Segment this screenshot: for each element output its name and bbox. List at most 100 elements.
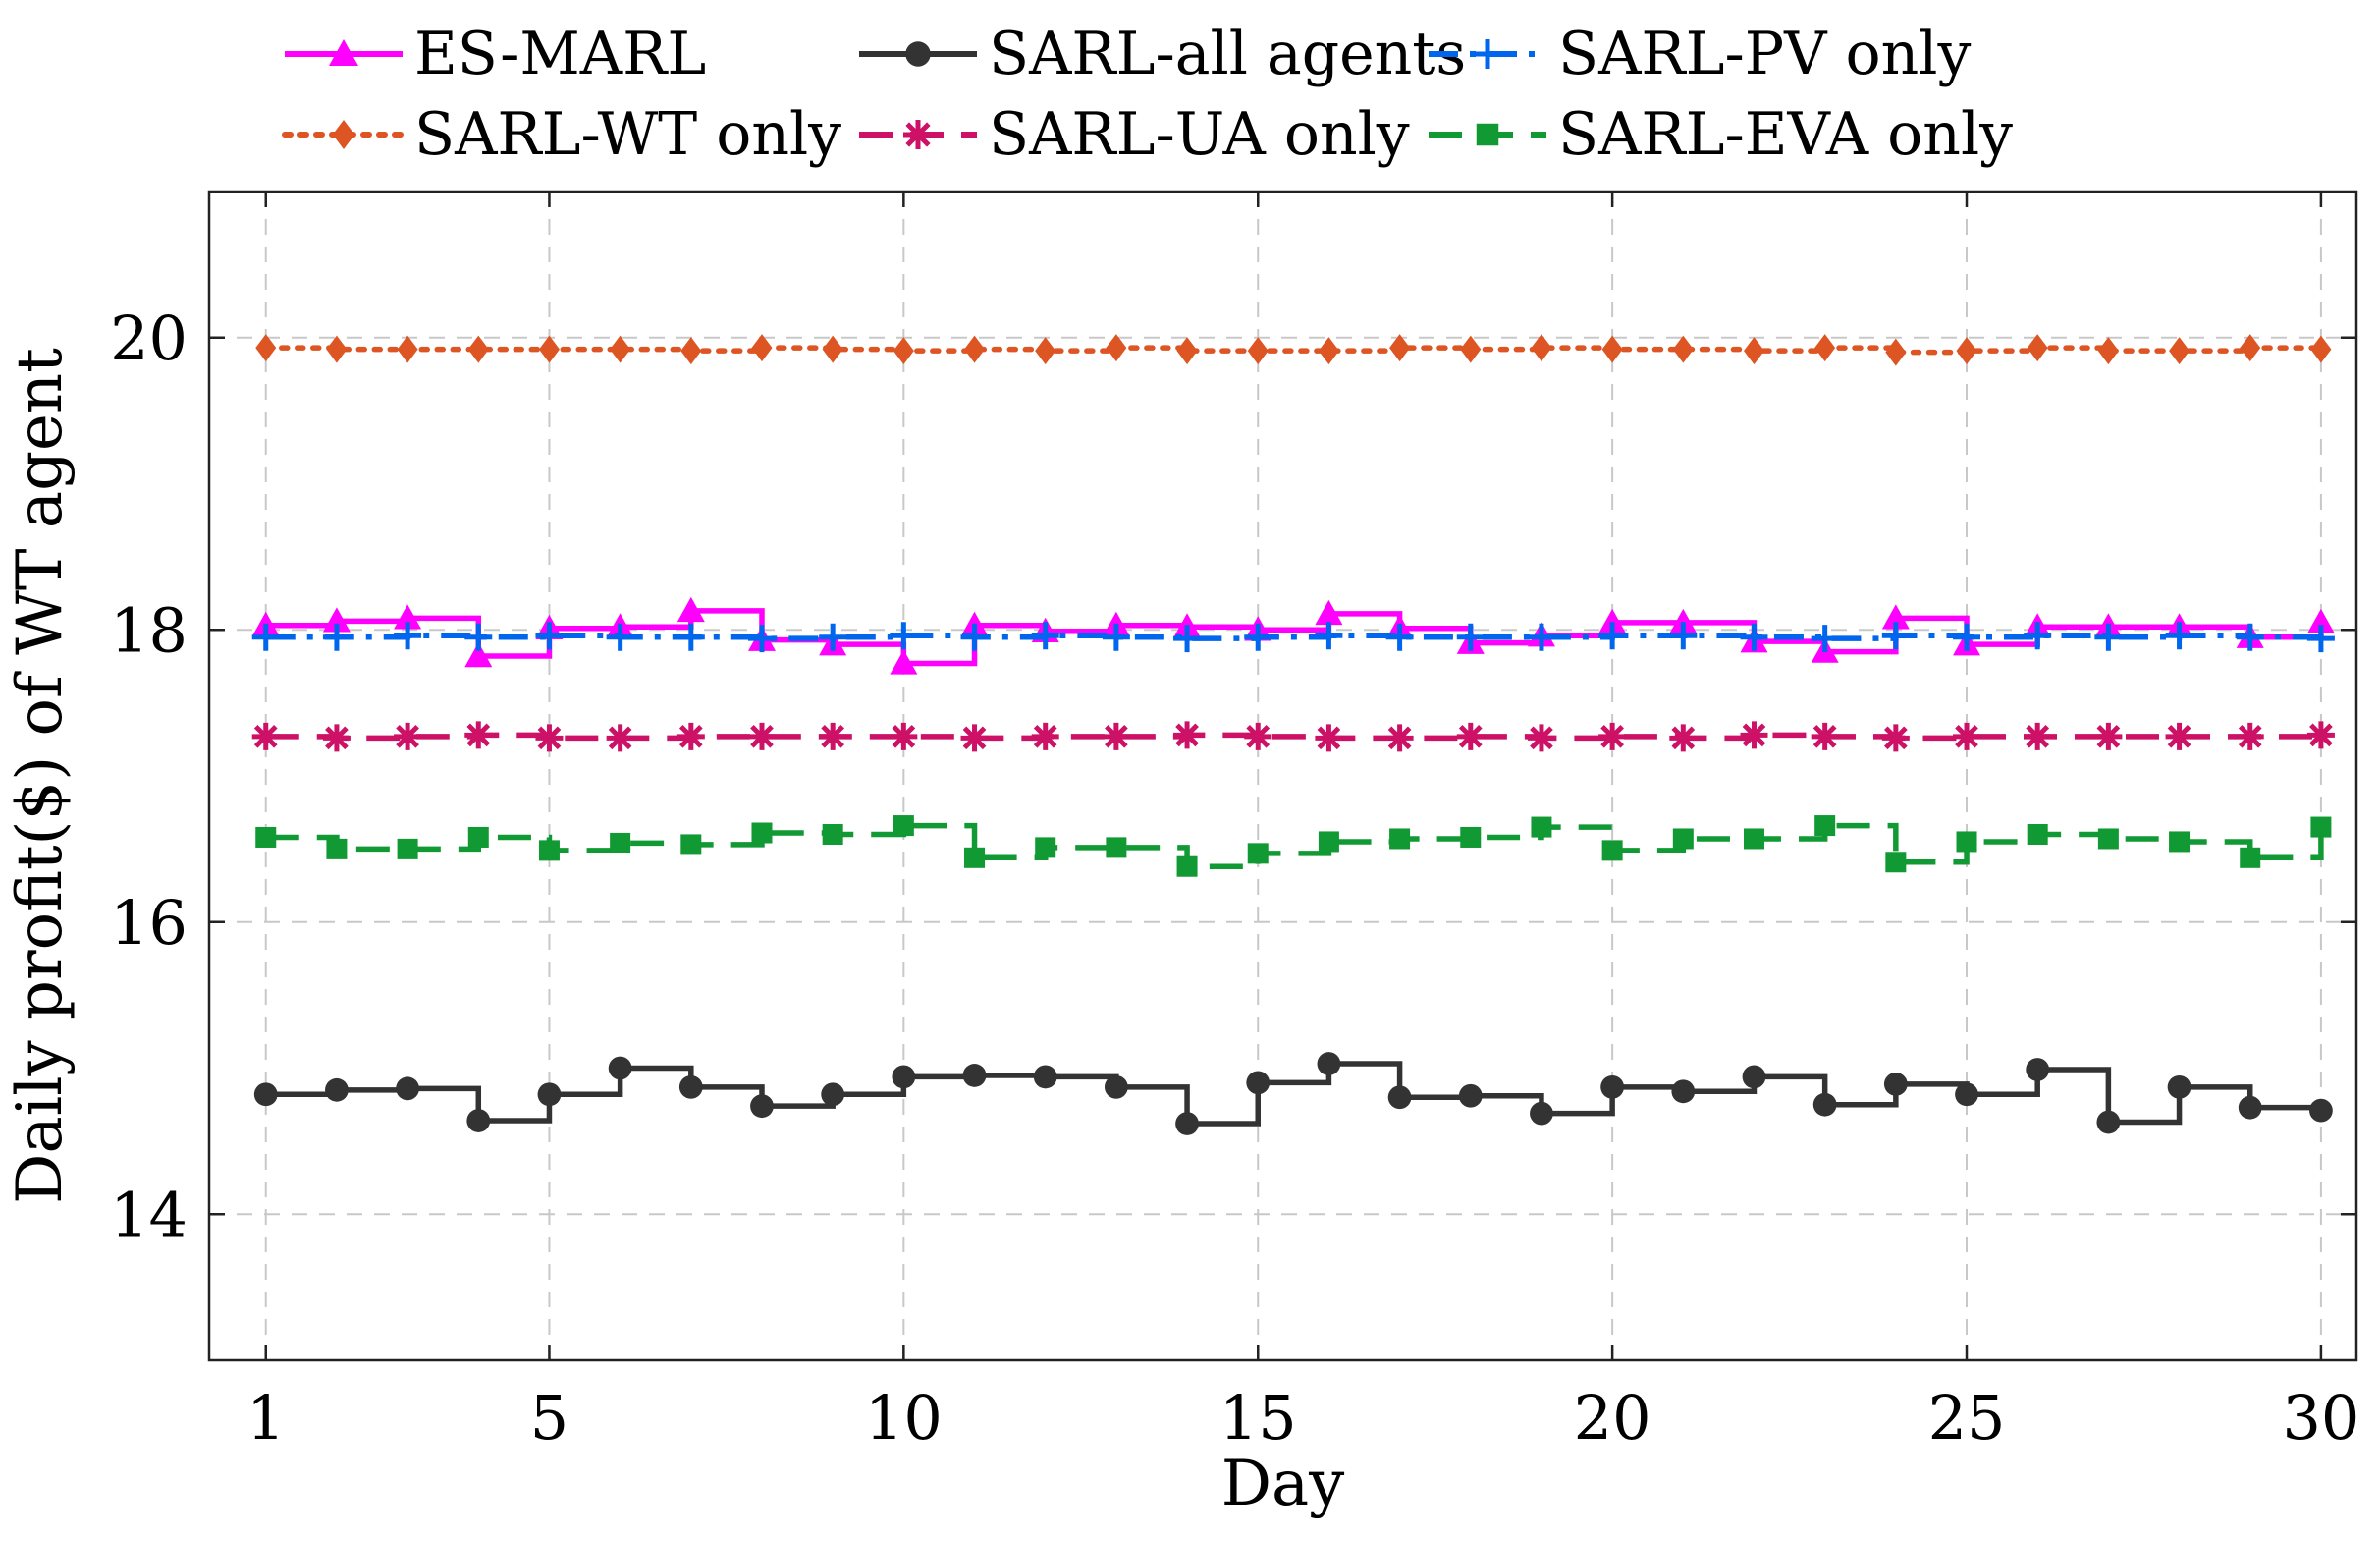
data-point bbox=[2027, 824, 2048, 845]
data-point bbox=[1389, 828, 1411, 850]
data-point bbox=[676, 596, 705, 623]
legend-marker bbox=[329, 39, 358, 66]
data-point bbox=[2027, 334, 2048, 362]
data-point bbox=[1811, 625, 1839, 653]
data-point bbox=[1740, 623, 1768, 651]
x-tick-label: 25 bbox=[1928, 1382, 2006, 1454]
data-point bbox=[253, 1082, 278, 1107]
data-point bbox=[2169, 831, 2191, 853]
data-point bbox=[1106, 837, 1127, 858]
data-point bbox=[2310, 816, 2332, 838]
x-tick-label: 15 bbox=[1219, 1382, 1297, 1454]
legend-label: SARL-EVA only bbox=[1558, 100, 2013, 169]
data-point bbox=[1885, 338, 1907, 366]
data-point bbox=[1456, 623, 1485, 651]
y-tick-label: 16 bbox=[110, 887, 188, 959]
legend-marker bbox=[332, 120, 355, 149]
data-point bbox=[2024, 722, 2052, 750]
data-point bbox=[822, 335, 843, 363]
data-point bbox=[960, 724, 989, 752]
data-point bbox=[1531, 816, 1552, 838]
data-point bbox=[1527, 724, 1555, 752]
data-point bbox=[1173, 625, 1202, 653]
data-point bbox=[1881, 622, 1910, 650]
data-point bbox=[1812, 1092, 1837, 1117]
data-point bbox=[1456, 722, 1485, 750]
data-point bbox=[1743, 337, 1764, 365]
series-line bbox=[265, 633, 2324, 641]
data-point bbox=[326, 335, 348, 363]
data-point bbox=[2306, 625, 2335, 653]
data-point bbox=[890, 649, 918, 675]
data-point bbox=[2236, 623, 2264, 651]
legend-marker bbox=[905, 41, 931, 67]
data-point bbox=[747, 722, 776, 750]
data-point bbox=[610, 832, 631, 853]
data-point bbox=[1953, 623, 1981, 651]
data-point bbox=[1740, 721, 1768, 749]
data-point bbox=[892, 337, 914, 365]
data-point bbox=[2165, 622, 2193, 650]
data-point bbox=[535, 622, 564, 650]
data-point bbox=[1244, 722, 1272, 750]
data-point bbox=[1527, 623, 1555, 651]
legend-label: SARL-all agents bbox=[989, 20, 1466, 88]
legend-marker bbox=[1473, 39, 1502, 69]
data-point bbox=[2238, 1095, 2262, 1120]
series-line bbox=[265, 822, 2324, 869]
data-point bbox=[1104, 1074, 1128, 1099]
data-point bbox=[2236, 722, 2264, 750]
data-point bbox=[537, 1082, 562, 1107]
data-point bbox=[1102, 722, 1130, 750]
data-point bbox=[2097, 828, 2119, 850]
data-point bbox=[1175, 1112, 1199, 1135]
legend-item: SARL-UA only bbox=[859, 100, 1410, 169]
data-point bbox=[538, 335, 560, 363]
data-point bbox=[255, 826, 277, 848]
data-point bbox=[2094, 623, 2123, 651]
data-point bbox=[2026, 1058, 2050, 1081]
data-point bbox=[538, 840, 560, 861]
data-point bbox=[1106, 334, 1127, 362]
data-point bbox=[2094, 722, 2123, 750]
data-point bbox=[1317, 1052, 1341, 1075]
grid bbox=[209, 192, 2356, 1360]
y-tick-label: 18 bbox=[110, 594, 188, 666]
data-point bbox=[1743, 828, 1764, 850]
legend-label: SARL-PV only bbox=[1558, 20, 1971, 88]
data-point bbox=[467, 826, 489, 848]
data-point bbox=[396, 1076, 419, 1101]
data-point bbox=[322, 724, 351, 752]
series-sarl-wt-only bbox=[255, 334, 2332, 366]
data-point bbox=[322, 623, 351, 651]
legend-marker bbox=[1476, 123, 1499, 146]
data-point bbox=[964, 335, 986, 363]
data-point bbox=[747, 625, 776, 653]
data-point bbox=[2024, 622, 2052, 650]
data-point bbox=[1385, 623, 1414, 651]
data-point bbox=[464, 721, 493, 749]
x-tick-label: 1 bbox=[246, 1382, 285, 1454]
data-point bbox=[2306, 721, 2335, 749]
data-point bbox=[1247, 337, 1269, 365]
data-point bbox=[394, 622, 422, 650]
legend-item: SARL-PV only bbox=[1429, 20, 1971, 88]
x-tick-label: 20 bbox=[1574, 1382, 1651, 1454]
data-point bbox=[960, 623, 989, 651]
data-point bbox=[322, 607, 351, 633]
legend-item: ES-MARL bbox=[285, 20, 706, 88]
data-point bbox=[2096, 1110, 2121, 1134]
data-point bbox=[467, 335, 489, 363]
data-point bbox=[1460, 335, 1482, 363]
data-point bbox=[1669, 724, 1698, 752]
data-point bbox=[1953, 722, 1981, 750]
data-point bbox=[1811, 722, 1839, 750]
data-point bbox=[1460, 826, 1482, 848]
legend-item: SARL-WT only bbox=[282, 100, 841, 169]
data-point bbox=[892, 815, 914, 837]
data-point bbox=[1102, 623, 1130, 651]
data-point bbox=[1315, 622, 1343, 650]
